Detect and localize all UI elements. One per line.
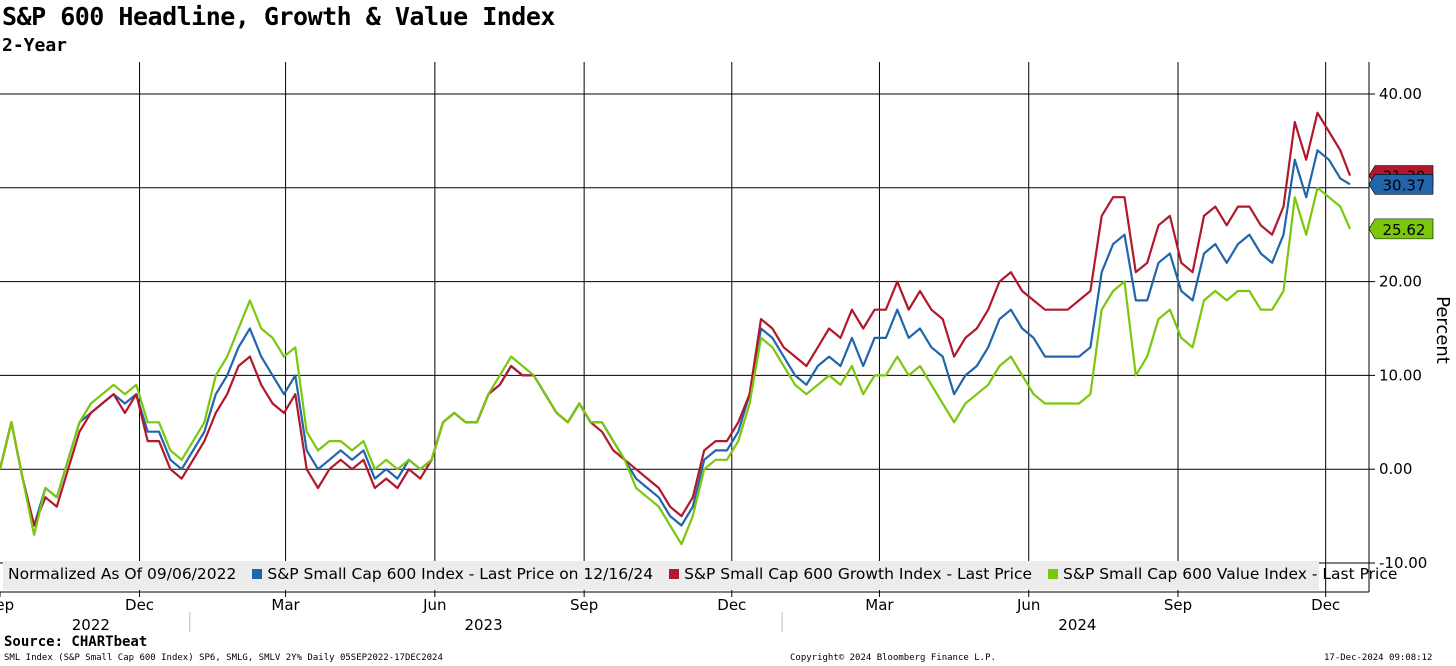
footer-copyright: Copyright© 2024 Bloomberg Finance L.P. bbox=[790, 653, 996, 663]
x-tick-label: Jun bbox=[1016, 596, 1040, 614]
legend-swatch-index bbox=[252, 569, 263, 579]
legend-box bbox=[3, 561, 1319, 590]
legend: Normalized As Of 09/06/2022 S&P Small Ca… bbox=[8, 565, 1413, 583]
x-year-label: 2022 bbox=[72, 616, 110, 634]
series-line-0 bbox=[0, 149, 1351, 527]
last-value-tag-bg bbox=[1368, 218, 1434, 240]
y-tick-label: 40.00 bbox=[1379, 85, 1422, 103]
footer-left: SML Index (S&P Small Cap 600 Index) SP6,… bbox=[4, 653, 443, 663]
legend-item-growth: S&P Small Cap 600 Growth Index - Last Pr… bbox=[669, 565, 1032, 583]
x-tick-label: Mar bbox=[271, 596, 300, 614]
series-lines bbox=[0, 111, 1352, 546]
x-tick-label: Dec bbox=[125, 596, 154, 614]
series-line-2 bbox=[0, 186, 1352, 546]
legend-item-index: S&P Small Cap 600 Index - Last Price on … bbox=[252, 565, 653, 583]
legend-label-growth: S&P Small Cap 600 Growth Index - Last Pr… bbox=[684, 565, 1033, 583]
axes: 40.00 20.00 10.00 0.00 -10.00 Percent Sep Dec Ma… bbox=[0, 62, 1453, 634]
y-tick-label: -10.00 bbox=[1379, 554, 1427, 572]
legend-item-value: S&P Small Cap 600 Value Index - Last Pri… bbox=[1048, 565, 1397, 583]
legend-label-value: S&P Small Cap 600 Value Index - Last Pri… bbox=[1063, 565, 1398, 583]
x-tick-label: Dec bbox=[717, 596, 746, 614]
x-tick-label: Sep bbox=[0, 596, 14, 614]
last-value-tag: 25.62 bbox=[1368, 218, 1434, 240]
last-value-tag: 30.37 bbox=[1368, 174, 1434, 195]
x-tick-label: Sep bbox=[1164, 596, 1192, 614]
x-tick-label: Mar bbox=[865, 596, 894, 614]
legend-swatch-growth bbox=[669, 569, 680, 579]
y-tick-label: 20.00 bbox=[1379, 273, 1422, 291]
x-tick-label: Jun bbox=[422, 596, 446, 614]
chart-title: S&P 600 Headline, Growth & Value Index bbox=[2, 2, 555, 31]
y-axis-label: Percent bbox=[1432, 296, 1453, 364]
last-value-tag-bg bbox=[1368, 174, 1434, 195]
x-tick-label: Dec bbox=[1311, 596, 1340, 614]
legend-label-index: S&P Small Cap 600 Index - Last Price on … bbox=[267, 565, 654, 583]
legend-swatch-value bbox=[1048, 569, 1059, 579]
y-tick-label: 0.00 bbox=[1379, 460, 1412, 478]
last-value-tag-label: 25.62 bbox=[1383, 221, 1426, 239]
chart-subtitle: 2-Year bbox=[2, 35, 68, 56]
y-tick-label: 10.00 bbox=[1379, 366, 1422, 384]
x-year-label: 2024 bbox=[1058, 616, 1096, 634]
x-tick-label: Sep bbox=[570, 596, 598, 614]
last-value-tag-label: 30.37 bbox=[1383, 176, 1426, 194]
x-year-label: 2023 bbox=[464, 616, 502, 634]
footer-timestamp: 17-Dec-2024 09:08:12 bbox=[1324, 653, 1433, 663]
legend-note: Normalized As Of 09/06/2022 bbox=[8, 565, 237, 583]
source-note: Source: CHARTbeat bbox=[4, 634, 148, 650]
series-line-1 bbox=[0, 111, 1352, 527]
